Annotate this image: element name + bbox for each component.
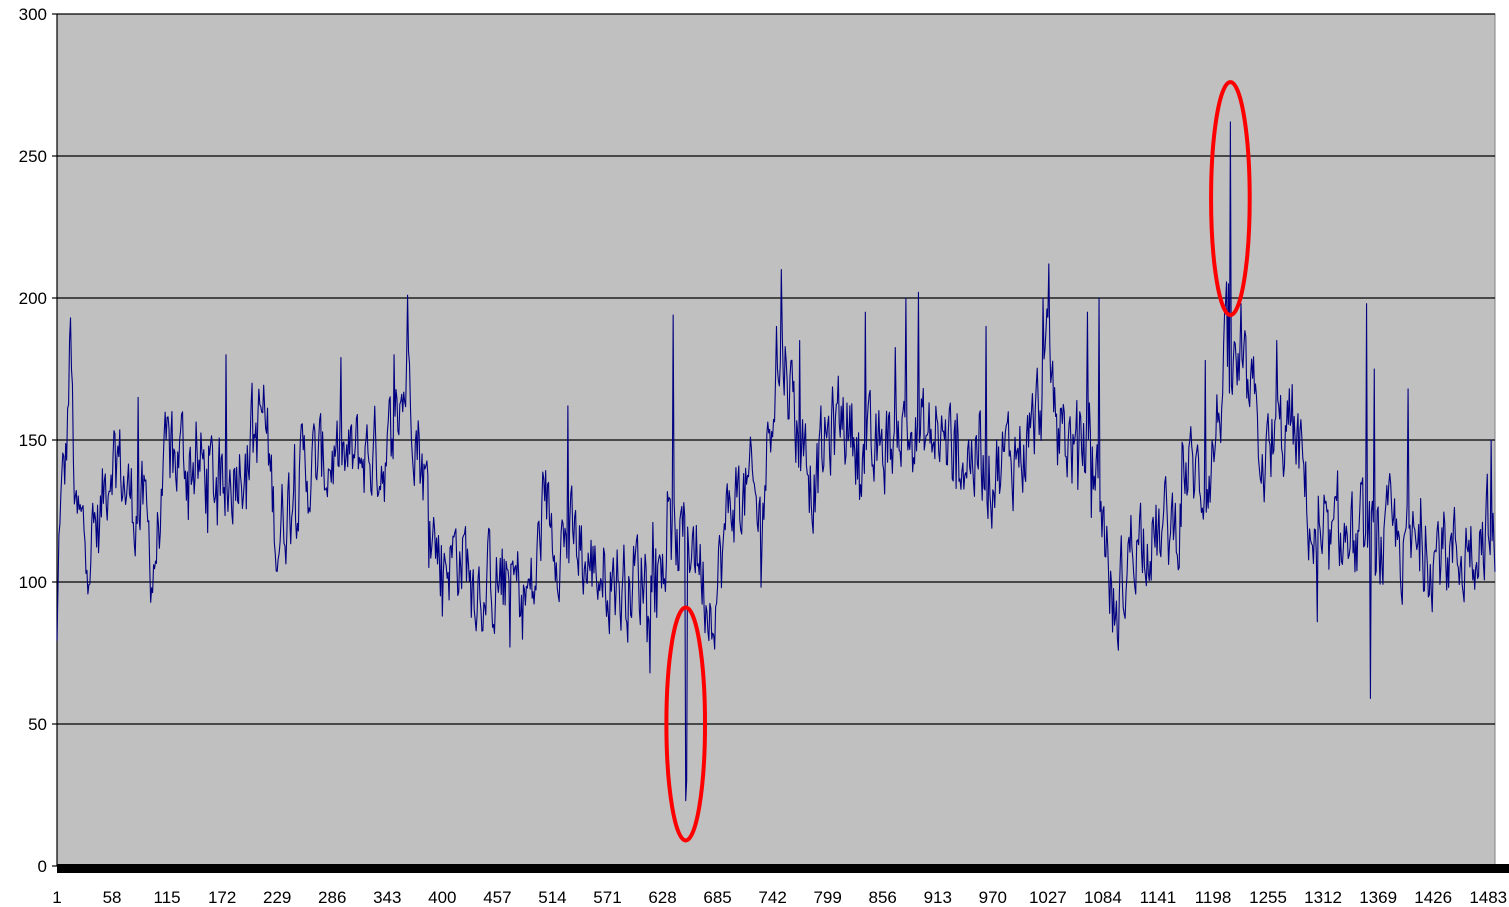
x-tick-label-1: 1: [52, 888, 61, 907]
x-tick-label-1483: 1483: [1469, 888, 1507, 907]
x-tick-label-229: 229: [263, 888, 291, 907]
y-tick-label-50: 50: [28, 715, 47, 734]
x-tick-label-685: 685: [703, 888, 731, 907]
x-tick-label-172: 172: [208, 888, 236, 907]
y-tick-label-250: 250: [19, 147, 47, 166]
y-tick-label-200: 200: [19, 289, 47, 308]
y-tick-label-100: 100: [19, 573, 47, 592]
x-tick-label-514: 514: [538, 888, 566, 907]
x-tick-label-1084: 1084: [1084, 888, 1122, 907]
gridlines: [57, 13, 1495, 725]
x-tick-label-1198: 1198: [1195, 888, 1232, 907]
x-tick-label-1312: 1312: [1304, 888, 1342, 907]
x-tick-label-400: 400: [428, 888, 456, 907]
x-tick-label-742: 742: [758, 888, 786, 907]
series-group: [56, 121, 1496, 802]
x-tick-label-970: 970: [979, 888, 1007, 907]
x-tick-label-856: 856: [869, 888, 897, 907]
x-tick-label-58: 58: [103, 888, 122, 907]
x-tick-label-115: 115: [154, 888, 181, 907]
x-tick-label-1141: 1141: [1140, 888, 1177, 907]
x-tick-label-1255: 1255: [1249, 888, 1287, 907]
x-axis: 1 58 115 172 229 286 343 400 457 514 571 628 685 742 7…: [52, 864, 1509, 907]
x-tick-label-1027: 1027: [1029, 888, 1067, 907]
annotation-ellipse-2: [1209, 80, 1252, 318]
y-tick-label-300: 300: [19, 5, 47, 24]
x-axis-line: [57, 864, 1509, 873]
x-tick-label-1369: 1369: [1359, 888, 1397, 907]
x-tick-label-571: 571: [593, 888, 621, 907]
y-tick-label-150: 150: [19, 431, 47, 450]
y-axis: 0 50 100 150 200 250 300: [19, 5, 58, 876]
x-tick-label-343: 343: [373, 888, 401, 907]
x-tick-label-457: 457: [483, 888, 511, 907]
x-tick-label-1426: 1426: [1414, 888, 1452, 907]
x-tick-label-628: 628: [648, 888, 676, 907]
series-line: [56, 121, 1496, 802]
annotation-ellipse-1: [664, 605, 708, 843]
x-tick-label-799: 799: [813, 888, 841, 907]
annotations: [664, 80, 1252, 843]
x-tick-label-913: 913: [924, 888, 952, 907]
x-tick-label-286: 286: [318, 888, 346, 907]
y-tick-label-0: 0: [38, 857, 47, 876]
